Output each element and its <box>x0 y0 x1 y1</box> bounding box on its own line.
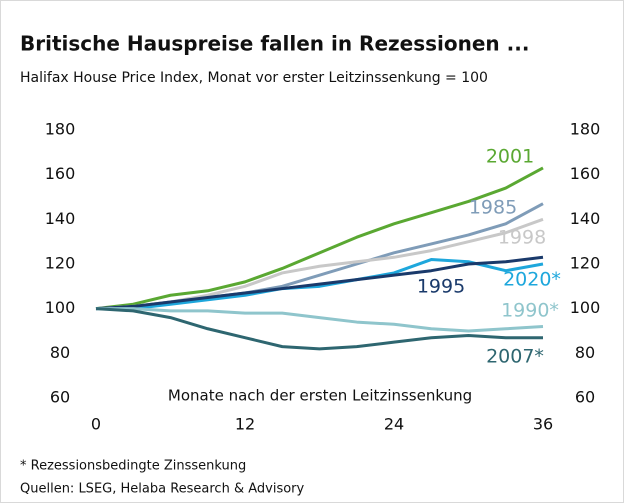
chart-title: Britische Hauspreise fallen in Rezession… <box>20 32 529 56</box>
x-tick-label: 36 <box>533 415 553 434</box>
x-tick-label: 12 <box>235 415 255 434</box>
series-line <box>95 255 544 311</box>
y2-tick-label: 180 <box>570 120 601 139</box>
series-label: 1995 <box>417 276 465 298</box>
y-tick-label: 140 <box>45 209 76 228</box>
x-tick-label: 0 <box>91 415 101 434</box>
y-tick-label: 80 <box>50 343 70 362</box>
y2-tick-label: 60 <box>575 388 595 407</box>
footnote: * Rezessionsbedingte Zinssenkung <box>20 459 246 474</box>
series-line <box>96 307 544 333</box>
y2-tick-label: 100 <box>570 298 601 317</box>
x-axis-label: Monate nach der ersten Leitzinssenkung <box>168 387 472 405</box>
series-label: 2020* <box>503 269 561 291</box>
y2-tick-label: 140 <box>570 209 601 228</box>
y-tick-label: 60 <box>50 388 70 407</box>
x-tick-label: 24 <box>384 415 404 434</box>
footnote: Quellen: LSEG, Helaba Research & Advisor… <box>20 482 305 497</box>
series-label: 2001 <box>486 146 534 168</box>
y-tick-label: 100 <box>45 298 76 317</box>
y2-tick-label: 80 <box>575 343 595 362</box>
series-line <box>95 307 543 351</box>
series-line <box>96 258 544 311</box>
series-line <box>95 166 544 311</box>
y2-tick-label: 120 <box>570 254 601 273</box>
series-label: 2007* <box>486 346 544 368</box>
series-label: 1990* <box>501 300 559 322</box>
y2-tick-label: 160 <box>570 164 601 183</box>
series-label: 1985 <box>469 197 517 219</box>
y-tick-label: 120 <box>45 254 76 273</box>
y-tick-label: 160 <box>45 164 76 183</box>
chart-subtitle: Halifax House Price Index, Monat vor ers… <box>20 70 488 86</box>
y-tick-label: 180 <box>45 120 76 139</box>
series-label: 1998 <box>498 227 546 249</box>
